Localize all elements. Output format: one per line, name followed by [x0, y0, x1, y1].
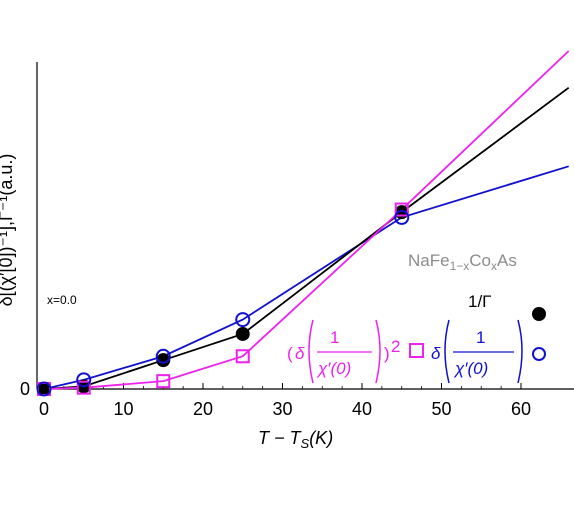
series-line [43, 165, 569, 390]
legend-chi-delta: δ [431, 344, 441, 363]
data-point [394, 202, 409, 217]
y-tick-label-zero: 0 [20, 379, 30, 399]
legend-chi-marker [532, 347, 546, 361]
data-point [235, 326, 250, 341]
legend-chi-sq-numerator: 1 [330, 328, 339, 347]
x-tick-label: 50 [431, 399, 451, 419]
data-point [155, 348, 171, 364]
legend-chi-sq-denominator: χ′(0) [316, 359, 351, 378]
legend-chi-sq-right-bracket [375, 319, 381, 384]
legend-chi-sq-close-paren: ) [384, 344, 390, 363]
x-tick-label: 20 [193, 399, 213, 419]
material-sub1: 1−x [450, 259, 470, 273]
x-axis-title-main: T − T [258, 428, 303, 448]
x-tick-label: 30 [272, 399, 292, 419]
data-point [235, 349, 250, 364]
x-axis-title: T − TS(K) [258, 428, 333, 451]
series-line [43, 86, 570, 390]
legend-chi-sq-delta: δ [295, 344, 305, 363]
legend-gamma: 1/Γ [468, 292, 546, 321]
series-markers [36, 202, 410, 397]
legend-chi-numerator: 1 [476, 328, 485, 347]
material-sub2: x [491, 259, 497, 273]
data-point [156, 353, 171, 368]
x-tick-label: 0 [39, 399, 49, 419]
data-point [76, 372, 92, 388]
data-point [76, 380, 91, 395]
data-point [156, 374, 171, 389]
data-point [235, 312, 251, 328]
composition-annotation: x=0.0 [47, 293, 77, 307]
y-axis-label: δ[(χ′[0])⁻¹],Γ⁻¹(a.u.) [0, 154, 16, 307]
series-lines [43, 50, 570, 390]
legend-chi: δ 1 χ′(0) [431, 319, 546, 384]
x-axis-title-unit: (K) [309, 428, 333, 448]
x-axis-title-sub: S [301, 436, 310, 451]
legend-chi-left-bracket [444, 319, 450, 384]
data-point [36, 381, 52, 397]
legend-chi-sq-open-paren: ( [287, 344, 293, 363]
material-end: As [497, 251, 517, 270]
x-ticks: 0 10 20 30 40 50 60 [39, 383, 531, 419]
data-point [394, 209, 410, 225]
material-base: NaFe [408, 251, 450, 270]
material-mid: Co [469, 251, 491, 270]
legend-chi-sq-left-bracket [308, 319, 314, 384]
x-tick-label: 10 [113, 399, 133, 419]
legend-chi-sq-power: 2 [391, 337, 400, 356]
x-tick-label: 40 [352, 399, 372, 419]
legend-chi-sq-marker [409, 343, 424, 358]
legend-chi-denominator: χ′(0) [453, 359, 488, 378]
legend-chi-squared: ( δ 1 χ′(0) ) 2 [287, 319, 424, 384]
legend-gamma-label: 1/Γ [468, 292, 492, 311]
series-line [43, 50, 570, 390]
legend-gamma-marker [532, 307, 546, 321]
data-point [37, 382, 51, 396]
material-label: NaFe1−xCoxAs [408, 251, 517, 273]
legend-chi-right-bracket [517, 319, 523, 384]
x-tick-label: 60 [511, 399, 531, 419]
